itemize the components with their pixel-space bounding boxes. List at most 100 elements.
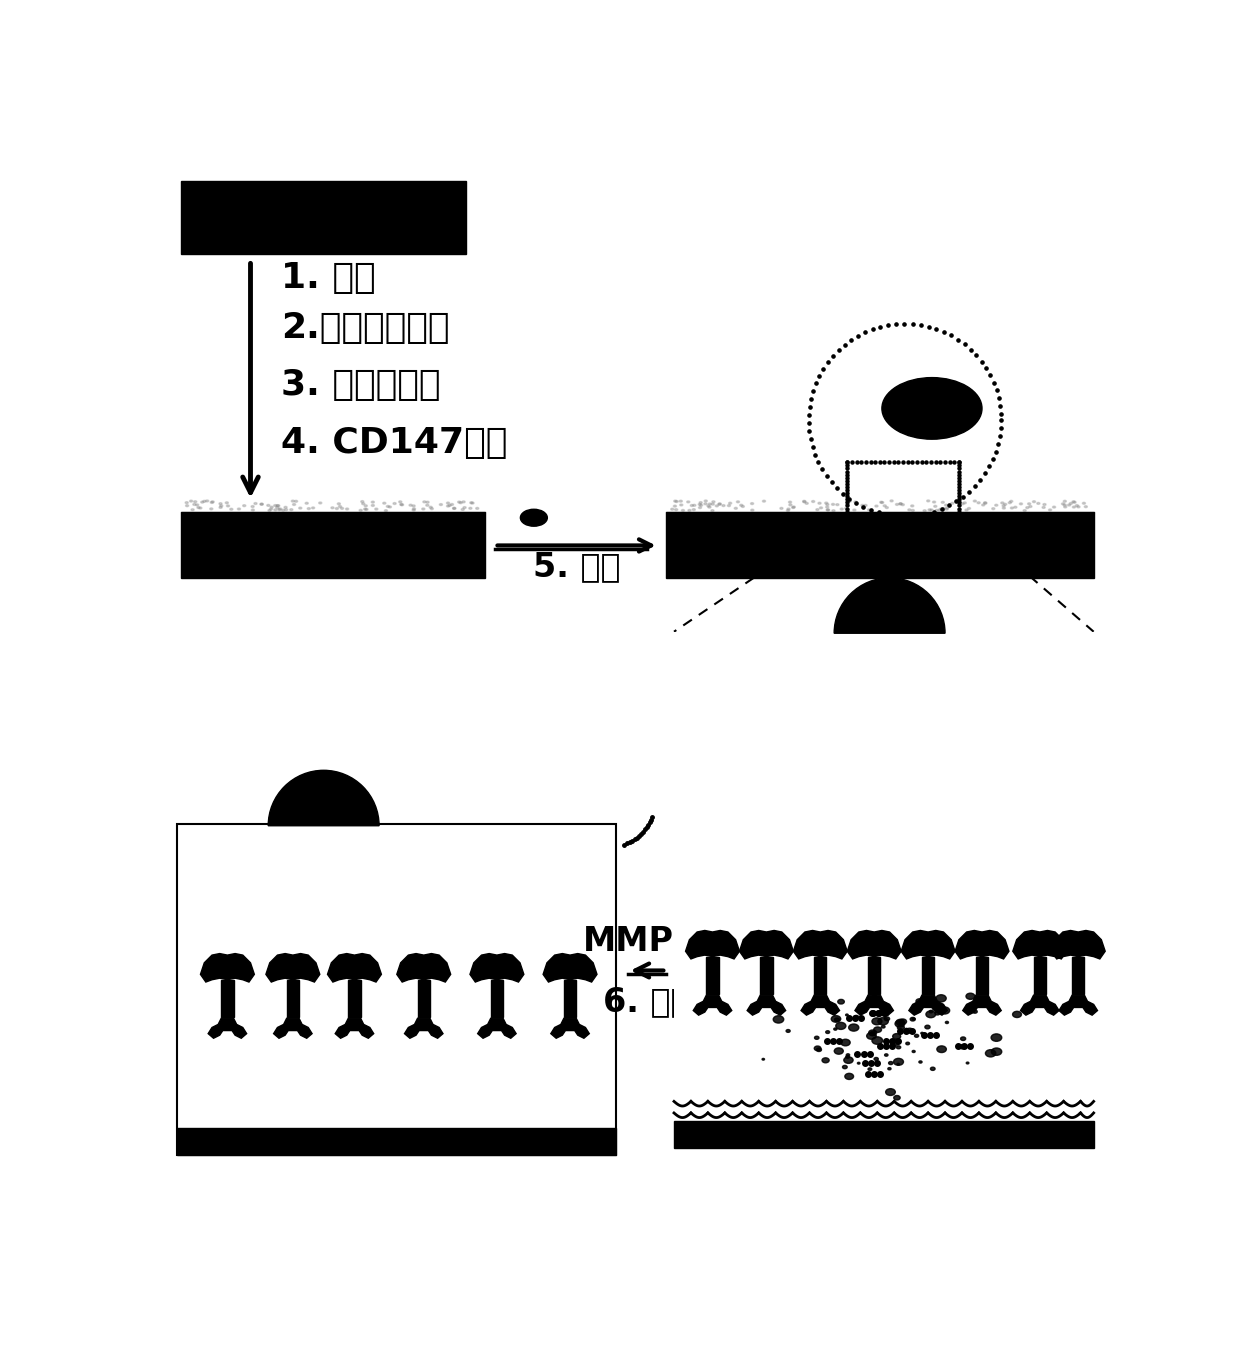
Ellipse shape (868, 1068, 872, 1071)
Ellipse shape (284, 506, 288, 509)
Ellipse shape (846, 1054, 849, 1056)
Ellipse shape (1003, 504, 1007, 505)
Ellipse shape (750, 509, 754, 512)
Ellipse shape (861, 505, 864, 506)
Ellipse shape (826, 1030, 830, 1034)
Ellipse shape (874, 1027, 882, 1033)
Polygon shape (962, 995, 1001, 1015)
Ellipse shape (229, 509, 233, 510)
Text: 4. CD147抗体: 4. CD147抗体 (281, 427, 507, 460)
Ellipse shape (339, 505, 341, 508)
Ellipse shape (476, 508, 479, 509)
Ellipse shape (1014, 506, 1017, 508)
Ellipse shape (1037, 502, 1040, 505)
Ellipse shape (935, 509, 939, 512)
Ellipse shape (869, 1031, 875, 1035)
Ellipse shape (299, 508, 301, 509)
Ellipse shape (847, 501, 849, 502)
Ellipse shape (673, 500, 677, 502)
Ellipse shape (281, 509, 285, 512)
Ellipse shape (243, 505, 246, 506)
Bar (181, 181, 466, 254)
Ellipse shape (448, 505, 451, 506)
Ellipse shape (977, 502, 980, 504)
Ellipse shape (897, 1019, 904, 1025)
Ellipse shape (885, 506, 888, 509)
Bar (348, 980, 361, 1017)
Ellipse shape (712, 504, 714, 505)
Ellipse shape (910, 1018, 915, 1021)
Ellipse shape (763, 1058, 765, 1060)
Ellipse shape (203, 501, 206, 502)
Ellipse shape (331, 506, 334, 509)
Ellipse shape (219, 505, 223, 506)
Ellipse shape (836, 1022, 846, 1030)
Ellipse shape (973, 500, 976, 502)
Polygon shape (397, 953, 450, 981)
Ellipse shape (393, 502, 396, 505)
Ellipse shape (835, 1048, 843, 1054)
Ellipse shape (789, 501, 791, 504)
Polygon shape (955, 930, 1009, 958)
Ellipse shape (932, 1004, 941, 1011)
Ellipse shape (469, 508, 472, 509)
Ellipse shape (926, 500, 930, 502)
Ellipse shape (206, 500, 208, 502)
Ellipse shape (384, 510, 387, 512)
Ellipse shape (446, 505, 450, 508)
Ellipse shape (935, 1011, 940, 1015)
Ellipse shape (815, 1046, 821, 1050)
Ellipse shape (885, 1088, 895, 1095)
Ellipse shape (412, 505, 415, 506)
Ellipse shape (191, 509, 195, 510)
Ellipse shape (1083, 502, 1085, 505)
Ellipse shape (822, 1058, 830, 1062)
Ellipse shape (401, 504, 403, 506)
Ellipse shape (362, 502, 365, 505)
Ellipse shape (715, 505, 718, 506)
Ellipse shape (1009, 501, 1013, 502)
Ellipse shape (412, 509, 415, 512)
Bar (221, 980, 233, 1017)
Ellipse shape (190, 500, 192, 502)
Ellipse shape (961, 502, 965, 505)
Polygon shape (901, 930, 955, 958)
Ellipse shape (763, 501, 765, 502)
Ellipse shape (991, 1034, 1002, 1041)
Ellipse shape (826, 506, 828, 508)
Polygon shape (335, 1018, 373, 1038)
Ellipse shape (960, 1045, 966, 1049)
Ellipse shape (698, 506, 702, 509)
Polygon shape (201, 953, 254, 981)
Ellipse shape (1013, 1011, 1022, 1018)
Ellipse shape (1029, 505, 1032, 508)
Ellipse shape (786, 509, 790, 512)
Ellipse shape (1028, 502, 1030, 505)
Ellipse shape (983, 502, 987, 504)
Ellipse shape (991, 1048, 1002, 1056)
Polygon shape (1052, 930, 1105, 958)
Ellipse shape (718, 502, 722, 505)
Ellipse shape (371, 505, 374, 506)
Polygon shape (1013, 930, 1066, 958)
Polygon shape (847, 930, 901, 958)
Ellipse shape (879, 501, 883, 504)
Ellipse shape (804, 501, 806, 502)
Bar (675, 632, 1094, 1148)
Ellipse shape (319, 502, 322, 504)
Ellipse shape (675, 501, 678, 502)
Ellipse shape (894, 1095, 900, 1100)
Ellipse shape (1043, 504, 1047, 505)
Ellipse shape (295, 501, 298, 502)
Ellipse shape (841, 1040, 851, 1046)
Polygon shape (265, 953, 320, 981)
Bar (177, 1129, 616, 1156)
Bar (666, 513, 1094, 578)
Bar (177, 825, 616, 1156)
Ellipse shape (446, 502, 450, 504)
Ellipse shape (899, 502, 903, 505)
Ellipse shape (459, 502, 463, 504)
Ellipse shape (882, 378, 982, 439)
Text: 3. 链霉亲和素: 3. 链霉亲和素 (281, 369, 440, 402)
Ellipse shape (965, 509, 968, 510)
